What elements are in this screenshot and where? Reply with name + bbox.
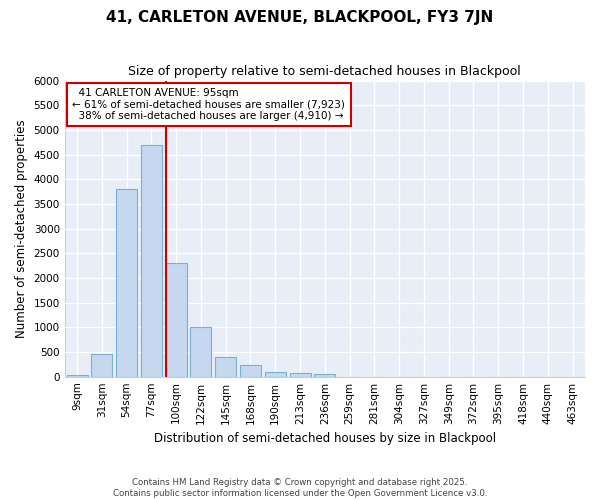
Bar bbox=[265, 372, 286, 376]
Bar bbox=[190, 328, 211, 376]
Bar bbox=[141, 144, 162, 376]
Text: 41, CARLETON AVENUE, BLACKPOOL, FY3 7JN: 41, CARLETON AVENUE, BLACKPOOL, FY3 7JN bbox=[106, 10, 494, 25]
Text: 41 CARLETON AVENUE: 95sqm
← 61% of semi-detached houses are smaller (7,923)
  38: 41 CARLETON AVENUE: 95sqm ← 61% of semi-… bbox=[73, 88, 346, 121]
X-axis label: Distribution of semi-detached houses by size in Blackpool: Distribution of semi-detached houses by … bbox=[154, 432, 496, 445]
Bar bbox=[91, 354, 112, 376]
Title: Size of property relative to semi-detached houses in Blackpool: Size of property relative to semi-detach… bbox=[128, 65, 521, 78]
Bar bbox=[290, 372, 311, 376]
Bar bbox=[67, 375, 88, 376]
Text: Contains HM Land Registry data © Crown copyright and database right 2025.
Contai: Contains HM Land Registry data © Crown c… bbox=[113, 478, 487, 498]
Bar bbox=[166, 263, 187, 376]
Bar bbox=[314, 374, 335, 376]
Bar bbox=[240, 366, 261, 376]
Bar bbox=[215, 357, 236, 376]
Y-axis label: Number of semi-detached properties: Number of semi-detached properties bbox=[15, 120, 28, 338]
Bar bbox=[116, 189, 137, 376]
